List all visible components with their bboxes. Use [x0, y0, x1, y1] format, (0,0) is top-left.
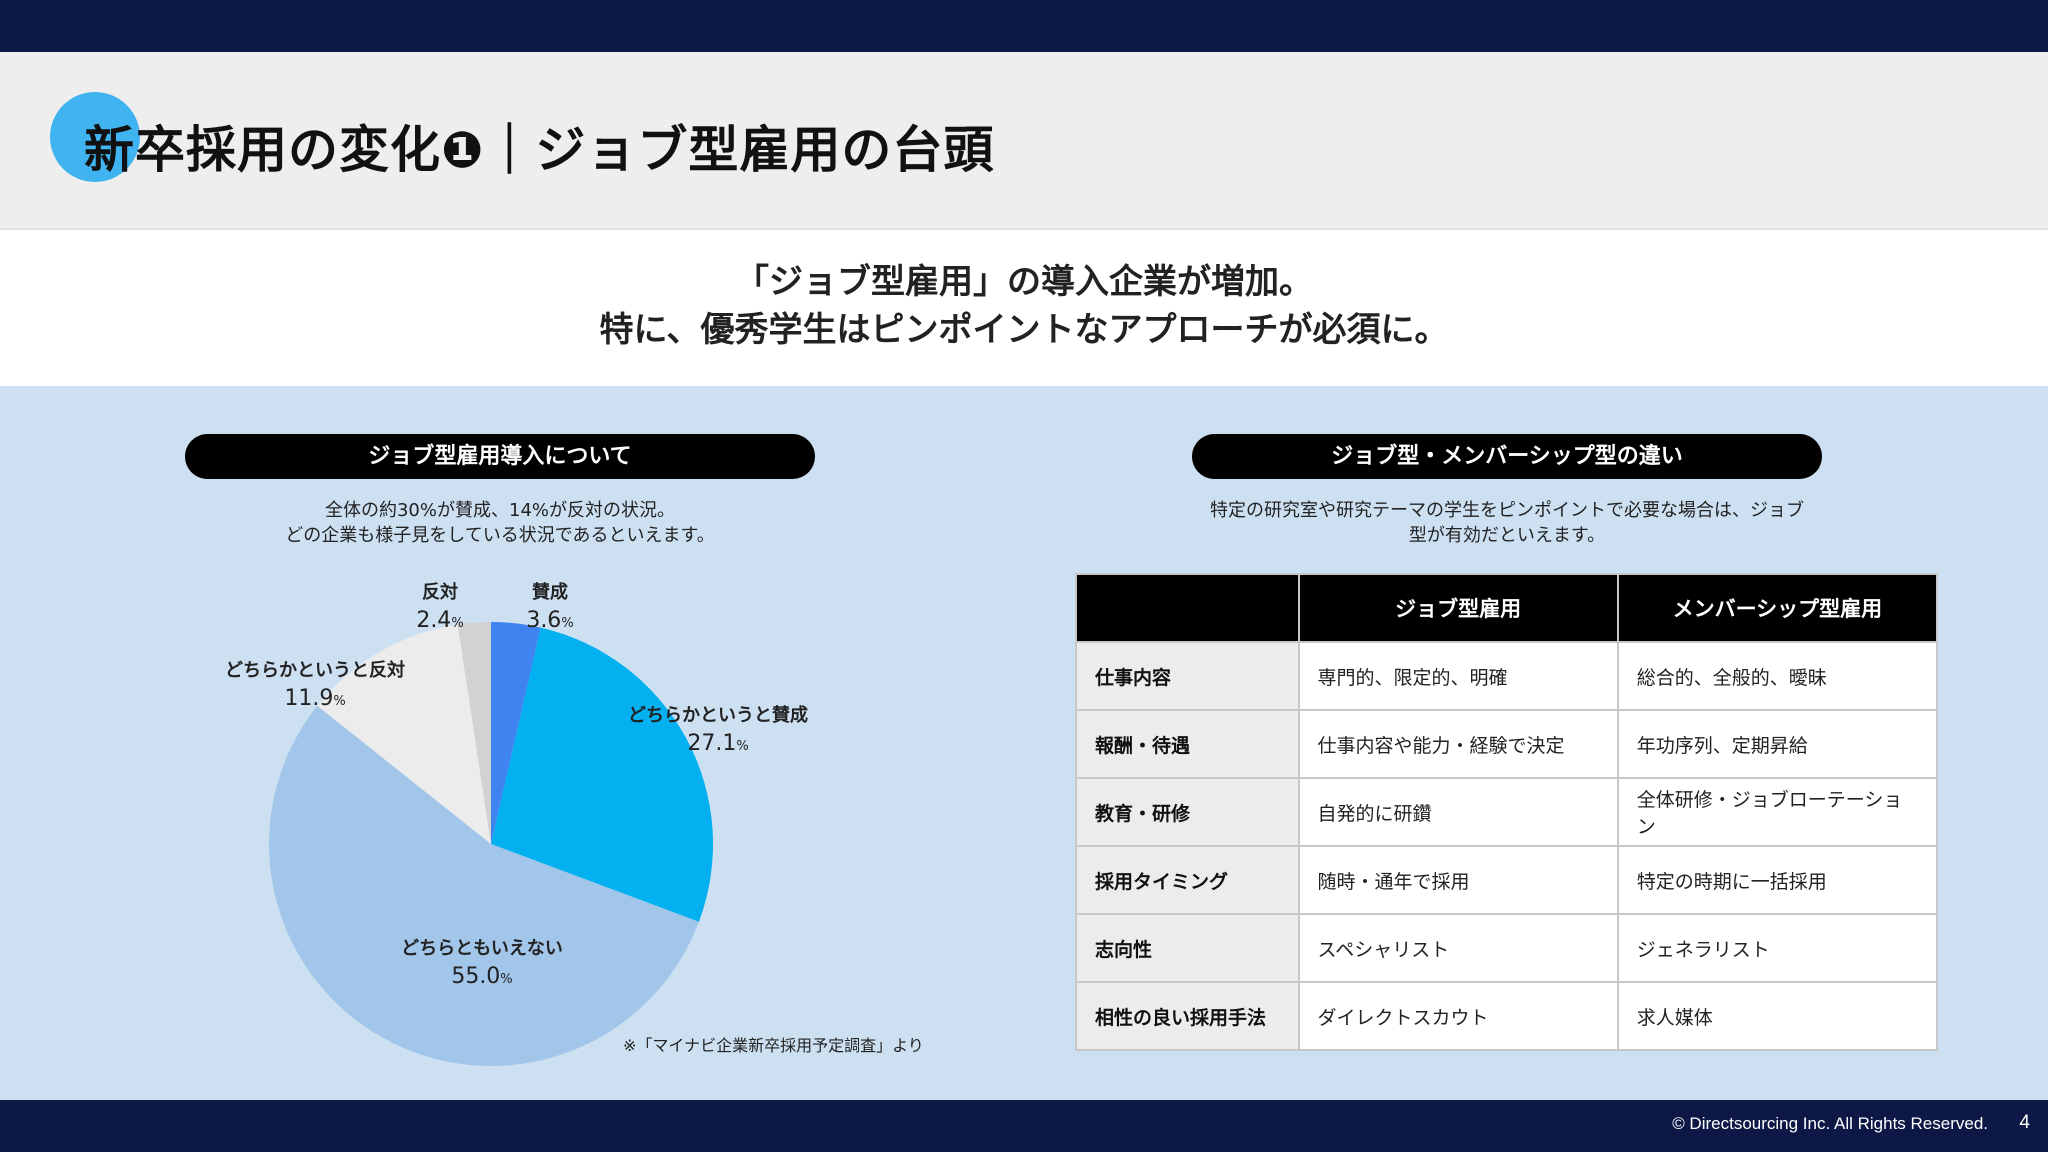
- left-section-description: 全体の約30%が賛成、14%が反対の状況。 どの企業も様子見をしている状況である…: [185, 498, 815, 548]
- pie-label-name: どちらともいえない: [401, 938, 563, 959]
- table-row: 採用タイミング 随時・通年で採用 特定の時期に一括採用: [1075, 845, 1939, 915]
- lead-line-1: 「ジョブ型雇用」の導入企業が増加。: [735, 262, 1313, 302]
- right-section-description: 特定の研究室や研究テーマの学生をピンポイントで必要な場合は、ジョブ 型が有効だと…: [1192, 498, 1822, 548]
- pie-label-unit: %: [561, 616, 574, 631]
- pie-slice: [269, 705, 699, 1066]
- table-header-cell: メンバーシップ型雇用: [1616, 573, 1939, 643]
- pie-label: どちらかというと反対 11.9%: [225, 658, 405, 717]
- table-cell: スペシャリスト: [1297, 913, 1619, 983]
- row-label: 相性の良い採用手法: [1075, 981, 1300, 1051]
- page-number: 4: [2019, 1112, 2030, 1133]
- pie-slice: [457, 622, 491, 844]
- footer: © Directsourcing Inc. All Rights Reserve…: [0, 1100, 2048, 1152]
- pie-label-value: 27.1%: [687, 731, 749, 756]
- lead-line-2: 特に、優秀学生はピンポイントなアプローチが必須に。: [599, 310, 1449, 350]
- pie-label: どちらともいえない 55.0%: [401, 936, 563, 995]
- pie-slice: [491, 627, 713, 922]
- pie-label-value: 55.0%: [451, 964, 513, 989]
- table-cell: 特定の時期に一括採用: [1616, 845, 1939, 915]
- table-row: 報酬・待遇 仕事内容や能力・経験で決定 年功序列、定期昇給: [1075, 709, 1939, 779]
- table-header-row: ジョブ型雇用 メンバーシップ型雇用: [1075, 573, 1939, 643]
- page-title: 新卒採用の変化❶｜ジョブ型雇用の台頭: [84, 121, 995, 179]
- table-row: 志向性 スペシャリスト ジェネラリスト: [1075, 913, 1939, 983]
- table-cell: 随時・通年で採用: [1297, 845, 1619, 915]
- table-cell: 仕事内容や能力・経験で決定: [1297, 709, 1619, 779]
- table-cell: 総合的、全般的、曖昧: [1616, 641, 1939, 711]
- pie-label-name: どちらかというと賛成: [628, 705, 808, 726]
- top-bar: [0, 0, 2048, 52]
- pie-chart: 賛成 3.6% どちらかというと賛成 27.1% どちらともいえない 55.0% どちらかと…: [150, 560, 970, 1080]
- pie-label-name: 賛成: [531, 582, 568, 603]
- pie-label-unit: %: [333, 694, 346, 709]
- copyright: © Directsourcing Inc. All Rights Reserve…: [1672, 1114, 1988, 1133]
- pie-label-value: 11.9%: [284, 686, 346, 711]
- pie-label-unit: %: [451, 616, 464, 631]
- pie-label-unit: %: [500, 972, 513, 987]
- row-label: 報酬・待遇: [1075, 709, 1300, 779]
- pie-chart-svg: [269, 622, 713, 1066]
- right-desc-line-2: 型が有効だといえます。: [1408, 525, 1606, 546]
- table-header-cell: [1075, 573, 1300, 643]
- table-row: 仕事内容 専門的、限定的、明確 総合的、全般的、曖昧: [1075, 641, 1939, 711]
- table-cell: 求人媒体: [1616, 981, 1939, 1051]
- title-accent-circle: [50, 92, 140, 182]
- row-label: 教育・研修: [1075, 777, 1300, 847]
- table-header-cell: ジョブ型雇用: [1297, 573, 1619, 643]
- pie-label: 反対 2.4%: [416, 580, 463, 639]
- table-cell: 全体研修・ジョブローテーション: [1616, 777, 1939, 847]
- row-label: 志向性: [1075, 913, 1300, 983]
- pie-label: どちらかというと賛成 27.1%: [628, 703, 808, 762]
- table-cell: 年功序列、定期昇給: [1616, 709, 1939, 779]
- left-section-heading: ジョブ型雇用導入について: [185, 434, 815, 479]
- row-label: 仕事内容: [1075, 641, 1300, 711]
- right-desc-line-1: 特定の研究室や研究テーマの学生をピンポイントで必要な場合は、ジョブ: [1210, 500, 1804, 521]
- row-label: 採用タイミング: [1075, 845, 1300, 915]
- table-cell: ダイレクトスカウト: [1297, 981, 1619, 1051]
- comparison-table: ジョブ型雇用 メンバーシップ型雇用 仕事内容 専門的、限定的、明確 総合的、全般…: [1075, 573, 1939, 1051]
- pie-slice: [491, 622, 541, 844]
- right-section-heading: ジョブ型・メンバーシップ型の違い: [1192, 434, 1822, 479]
- table-cell: 専門的、限定的、明確: [1297, 641, 1619, 711]
- lead-section: 「ジョブ型雇用」の導入企業が増加。 特に、優秀学生はピンポイントなアプローチが必…: [0, 230, 2048, 386]
- source-note: ※「マイナビ企業新卒採用予定調査」より: [623, 1036, 924, 1055]
- table-cell: ジェネラリスト: [1616, 913, 1939, 983]
- table-row: 相性の良い採用手法 ダイレクトスカウト 求人媒体: [1075, 981, 1939, 1051]
- pie-label-value: 2.4%: [416, 608, 464, 633]
- pie-label-value: 3.6%: [526, 608, 574, 633]
- title-bar: 新卒採用の変化❶｜ジョブ型雇用の台頭: [0, 52, 2048, 230]
- table-row: 教育・研修 自発的に研鑽 全体研修・ジョブローテーション: [1075, 777, 1939, 847]
- left-desc-line-1: 全体の約30%が賛成、14%が反対の状況。: [324, 500, 675, 521]
- pie-label: 賛成 3.6%: [526, 580, 573, 639]
- pie-label-name: どちらかというと反対: [225, 660, 405, 681]
- left-desc-line-2: どの企業も様子見をしている状況であるといえます。: [285, 525, 715, 546]
- table-cell: 自発的に研鑽: [1297, 777, 1619, 847]
- pie-label-unit: %: [736, 739, 749, 754]
- pie-slice: [317, 624, 491, 844]
- pie-label-name: 反対: [421, 582, 458, 603]
